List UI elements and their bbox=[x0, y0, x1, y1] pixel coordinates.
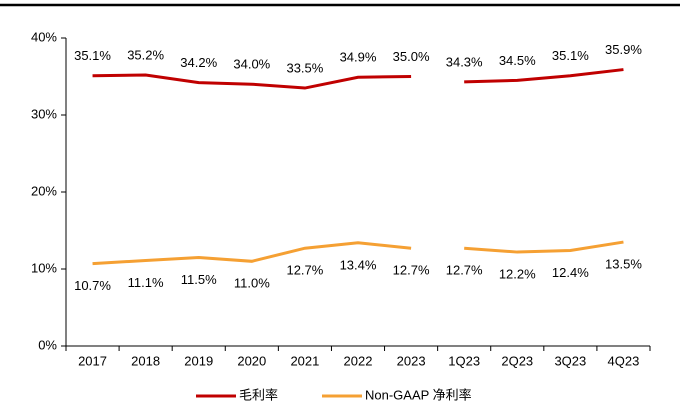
y-tick-label: 0% bbox=[38, 337, 57, 352]
data-label: 35.1% bbox=[74, 48, 111, 63]
data-label: 34.3% bbox=[446, 54, 483, 69]
data-label: 34.0% bbox=[233, 57, 270, 72]
data-label: 12.4% bbox=[552, 265, 589, 280]
data-label: 35.1% bbox=[552, 48, 589, 63]
data-label: 12.7% bbox=[286, 263, 323, 278]
data-label: 34.5% bbox=[499, 53, 536, 68]
data-label: 35.0% bbox=[393, 49, 430, 64]
x-tick-label: 3Q23 bbox=[554, 353, 586, 368]
x-tick-label: 4Q23 bbox=[608, 353, 640, 368]
x-tick-label: 1Q23 bbox=[448, 353, 480, 368]
data-label: 12.2% bbox=[499, 266, 536, 281]
x-tick-label: 2021 bbox=[290, 353, 319, 368]
x-tick-label: 2019 bbox=[184, 353, 213, 368]
legend-label: 毛利率 bbox=[239, 387, 278, 402]
data-label: 11.0% bbox=[234, 276, 270, 291]
data-label: 12.7% bbox=[446, 263, 483, 278]
x-tick-label: 2017 bbox=[78, 353, 107, 368]
data-label: 11.5% bbox=[181, 272, 217, 287]
data-label: 35.9% bbox=[605, 42, 642, 57]
line bbox=[92, 241, 412, 266]
x-tick-label: 2022 bbox=[344, 353, 373, 368]
y-tick-label: 40% bbox=[31, 29, 57, 44]
line bbox=[92, 73, 412, 90]
line bbox=[464, 240, 624, 254]
y-tick-label: 30% bbox=[31, 106, 57, 121]
x-tick-label: 2Q23 bbox=[501, 353, 533, 368]
line bbox=[464, 68, 624, 84]
y-tick-label: 20% bbox=[31, 183, 57, 198]
data-label: 35.2% bbox=[127, 47, 164, 62]
data-label: 13.5% bbox=[605, 256, 642, 271]
data-label: 12.7% bbox=[393, 263, 430, 278]
x-tick-label: 2020 bbox=[237, 353, 266, 368]
data-label: 10.7% bbox=[74, 278, 111, 293]
x-tick-label: 2018 bbox=[131, 353, 160, 368]
x-tick-label: 2023 bbox=[397, 353, 426, 368]
y-tick-label: 10% bbox=[31, 260, 57, 275]
legend-label: Non-GAAP 净利率 bbox=[365, 387, 472, 402]
data-label: 34.2% bbox=[180, 55, 217, 70]
data-label: 33.5% bbox=[286, 60, 323, 75]
data-label: 13.4% bbox=[340, 257, 377, 272]
data-label: 11.1% bbox=[128, 275, 164, 290]
data-label: 34.9% bbox=[340, 50, 377, 65]
